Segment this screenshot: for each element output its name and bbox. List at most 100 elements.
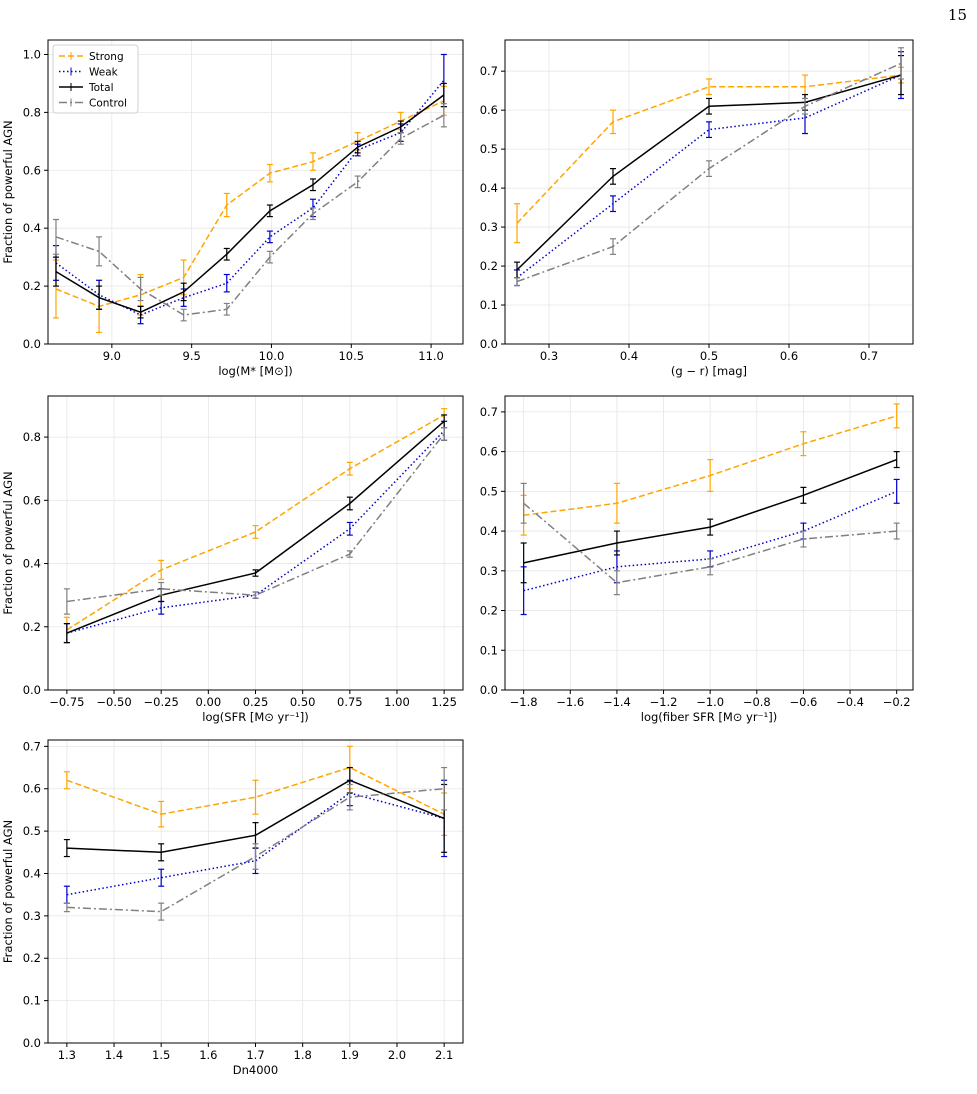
y-tick-label: 0.1: [23, 994, 41, 1008]
errorbar-control: [440, 103, 447, 128]
errorbar-strong: [893, 403, 900, 429]
y-tick-label: 0.4: [23, 557, 41, 571]
x-tick-label: −0.2: [883, 695, 911, 709]
x-tick-label: −0.4: [836, 695, 864, 709]
errorbar-control: [252, 843, 259, 870]
series-line-control: [66, 433, 445, 603]
errorbar-control: [397, 132, 404, 145]
x-tick-label: −0.25: [144, 695, 179, 709]
x-tick-label: 9.0: [103, 349, 121, 363]
errorbar-total: [252, 569, 259, 577]
x-tick-label: 1.8: [294, 1048, 312, 1062]
errorbar-weak: [610, 195, 616, 213]
x-tick-label: 1.9: [341, 1048, 359, 1062]
x-tick-label: −1.6: [556, 695, 584, 709]
y-tick-label: 0.6: [23, 782, 41, 796]
page-number: 15: [947, 6, 967, 24]
y-tick-label: 0.5: [480, 142, 498, 156]
series-line-weak: [516, 74, 902, 279]
errorbar-total: [158, 843, 165, 862]
x-tick-label: −1.2: [650, 695, 678, 709]
y-axis-label: Fraction of powerful AGN: [1, 820, 15, 963]
errorbar-control: [180, 308, 187, 322]
errorbar-weak: [63, 885, 70, 904]
chart-panel-3: −0.75 −0.50 −0.25 0.00 0.25 0.50 0.75 1.00 1.25 0…: [1, 395, 464, 724]
errorbar-control: [893, 522, 900, 540]
x-tick-label: 10.5: [338, 349, 364, 363]
series-line-control: [55, 114, 445, 316]
errorbar-control: [613, 570, 620, 596]
errorbar-control: [707, 558, 714, 576]
x-tick-label: −0.6: [789, 695, 817, 709]
x-axis-label: Dn4000: [233, 1063, 278, 1077]
errorbar-strong: [610, 109, 616, 135]
errorbar-weak: [223, 273, 230, 293]
x-tick-label: 0.5: [700, 349, 718, 363]
errorbar-strong: [223, 192, 230, 218]
errorbar-control: [137, 276, 144, 302]
errorbar-strong: [63, 771, 70, 790]
y-tick-label: 0.6: [23, 163, 41, 177]
x-tick-label: 2.0: [388, 1048, 406, 1062]
errorbar-control: [441, 766, 448, 811]
x-tick-label: 1.6: [199, 1048, 217, 1062]
x-tick-label: 0.75: [337, 695, 363, 709]
errorbar-strong: [706, 78, 712, 96]
y-tick-label: 0.8: [23, 430, 41, 444]
x-tick-label: 0.4: [620, 349, 638, 363]
y-tick-label: 0.4: [23, 221, 41, 235]
x-tick-label: 0.50: [290, 695, 316, 709]
chart-panel-1: 9.0 9.5 10.0 10.5 11.0 0.0 0.2 0.4 0.6 0.8 1.0 log(…: [1, 39, 464, 378]
errorbar-control: [158, 581, 165, 596]
y-tick-label: 0.6: [480, 445, 498, 459]
errorbar-total: [613, 530, 620, 556]
x-tick-label: 1.7: [246, 1048, 264, 1062]
y-tick-label: 0.6: [23, 493, 41, 507]
y-tick-label: 0.7: [23, 739, 41, 753]
errorbar-total: [346, 496, 353, 511]
errorbar-total: [96, 285, 103, 310]
errorbar-strong: [158, 800, 165, 828]
y-axis-label: Fraction of powerful AGN: [1, 471, 15, 614]
x-axis-label: log(SFR [M⊙ yr⁻¹]): [202, 710, 308, 724]
series-line-strong: [66, 766, 445, 815]
x-tick-label: −0.50: [96, 695, 131, 709]
errorbar-total: [800, 486, 807, 504]
errorbar-control: [520, 482, 527, 524]
errorbar-total: [309, 178, 316, 192]
legend-label: Total: [88, 82, 114, 94]
errorbar-control: [96, 236, 103, 267]
x-tick-label: 9.5: [183, 349, 201, 363]
legend-item-weak: Weak: [59, 67, 119, 79]
series-line-weak: [66, 792, 445, 896]
errorbar-control: [706, 160, 712, 178]
y-tick-label: 0.7: [480, 405, 498, 419]
errorbar-total: [707, 518, 714, 536]
errorbar-control: [898, 47, 904, 80]
y-tick-label: 0.4: [23, 866, 41, 880]
series-line-control: [523, 502, 897, 584]
y-tick-label: 1.0: [23, 47, 41, 61]
y-tick-label: 0.2: [23, 620, 41, 634]
y-tick-label: 0.0: [480, 337, 498, 351]
errorbar-strong: [613, 482, 620, 524]
errorbar-control: [266, 250, 273, 264]
errorbar-strong: [707, 458, 714, 492]
errorbar-strong: [252, 525, 259, 539]
errorbar-total: [266, 204, 273, 218]
legend-label: Weak: [89, 67, 119, 79]
y-tick-label: 0.4: [480, 524, 498, 538]
errorbar-control: [223, 302, 230, 316]
x-tick-label: −0.75: [49, 695, 84, 709]
errorbar-total: [137, 305, 144, 319]
y-tick-label: 0.2: [480, 259, 498, 273]
x-tick-label: 10.0: [259, 349, 285, 363]
errorbar-control: [441, 427, 448, 441]
x-tick-label: 0.7: [860, 349, 878, 363]
errorbar-control: [346, 783, 353, 811]
x-axis-label: log(M* [M⊙]): [218, 364, 292, 378]
y-tick-label: 0.0: [23, 1036, 41, 1050]
errorbar-total: [610, 168, 616, 185]
y-tick-label: 0.4: [480, 181, 498, 195]
errorbar-total: [52, 256, 59, 287]
